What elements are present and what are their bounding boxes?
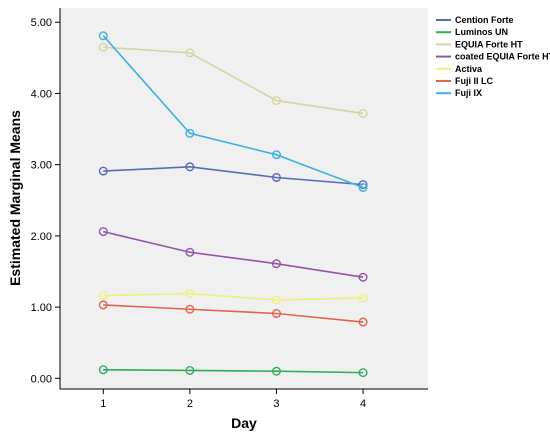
- series-group: [98, 227, 368, 282]
- series-line: [103, 368, 364, 374]
- data-point: [185, 365, 195, 375]
- data-point: [98, 227, 108, 237]
- legend: Cention Forte Luminos UN EQUIA Forte HT coa…: [436, 15, 550, 98]
- data-point: [358, 368, 368, 378]
- series-line: [103, 230, 364, 278]
- data-point: [185, 48, 195, 58]
- series-group: [98, 42, 368, 118]
- data-point: [358, 272, 368, 282]
- data-point: [358, 108, 368, 118]
- data-point: [98, 42, 108, 52]
- y-axis: 0.00 1.00 2.00 3.00 4.00 5.00: [31, 17, 60, 385]
- y-tick-label: 1.00: [31, 302, 52, 314]
- y-tick-label: 5.00: [31, 17, 52, 29]
- series-line: [102, 35, 364, 189]
- legend-label: Activa: [455, 64, 483, 74]
- series-line: [103, 304, 364, 323]
- series-group: [98, 300, 368, 327]
- series-line: [103, 46, 364, 115]
- data-point: [271, 259, 281, 269]
- legend-label: Fuji II LC: [455, 76, 493, 86]
- series-group: [98, 162, 368, 190]
- data-point: [185, 162, 195, 172]
- plot-background: [60, 8, 428, 389]
- data-point: [98, 291, 108, 301]
- legend-label: coated EQUIA Forte HT: [455, 52, 550, 62]
- data-point: [271, 309, 281, 319]
- legend-label: Fuji IX: [455, 88, 482, 98]
- data-point: [98, 31, 108, 41]
- legend-label: EQUIA Forte HT: [455, 39, 523, 49]
- data-point: [271, 150, 281, 160]
- legend-background: [430, 8, 548, 389]
- x-tick-label: 4: [360, 398, 366, 410]
- x-axis: 1 2 3 4: [100, 389, 366, 410]
- x-axis-title: Day: [231, 415, 257, 431]
- x-tick-label: 3: [273, 398, 279, 410]
- y-tick-label: 3.00: [31, 160, 52, 172]
- series-group: [98, 289, 368, 305]
- data-point: [271, 96, 281, 106]
- data-point: [358, 180, 368, 190]
- series-line: [103, 166, 364, 186]
- x-tick-label: 2: [187, 398, 193, 410]
- data-point: [358, 182, 368, 192]
- data-point: [358, 317, 368, 327]
- y-axis-title: Estimated Marginal Means: [7, 110, 23, 286]
- data-point: [185, 304, 195, 314]
- data-point: [185, 247, 195, 257]
- data-point: [98, 166, 108, 176]
- data-point: [98, 365, 108, 375]
- data-point: [358, 293, 368, 303]
- series-layer: [98, 31, 368, 378]
- y-tick-label: 4.00: [31, 88, 52, 100]
- series-group: [98, 365, 368, 378]
- data-point: [271, 172, 281, 182]
- data-point: [185, 128, 195, 138]
- legend-label: Luminos UN: [455, 27, 508, 37]
- y-tick-label: 0.00: [31, 373, 52, 385]
- series-line: [103, 292, 364, 301]
- y-tick-label: 2.00: [31, 231, 52, 243]
- data-point: [185, 289, 195, 299]
- series-group: [98, 31, 368, 192]
- x-tick-label: 1: [100, 398, 106, 410]
- data-point: [271, 366, 281, 376]
- data-point: [98, 300, 108, 310]
- data-point: [271, 295, 281, 305]
- legend-label: Cention Forte: [455, 15, 514, 25]
